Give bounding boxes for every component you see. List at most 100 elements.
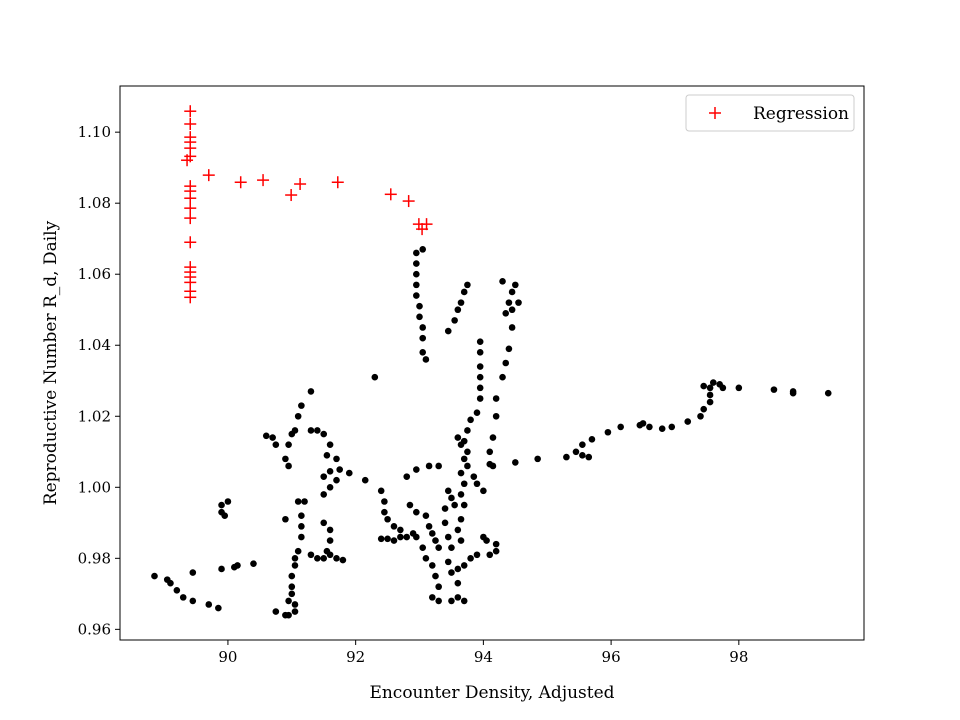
- data-point: [397, 526, 404, 534]
- data-point: [272, 441, 280, 448]
- data-point: [492, 412, 500, 420]
- data-point: [457, 515, 465, 523]
- y-tick-label: 1.02: [78, 407, 111, 425]
- data-point: [508, 288, 516, 296]
- data-point: [460, 597, 468, 605]
- data-point: [617, 423, 624, 431]
- data-point: [454, 594, 462, 601]
- data-point: [167, 579, 174, 587]
- data-point: [476, 338, 484, 345]
- data-point: [639, 420, 647, 427]
- data-point: [460, 480, 468, 488]
- data-point: [422, 512, 430, 520]
- data-point: [502, 359, 510, 367]
- data-point: [179, 594, 187, 601]
- data-point: [326, 483, 334, 491]
- data-point: [320, 555, 328, 562]
- data-point: [460, 455, 468, 463]
- data-point: [413, 508, 420, 516]
- data-point: [435, 583, 442, 591]
- data-point: [448, 494, 455, 502]
- data-point: [416, 313, 423, 321]
- data-point: [291, 608, 299, 615]
- data-point: [298, 512, 305, 520]
- data-point: [451, 317, 458, 324]
- data-point: [285, 611, 292, 619]
- data-point: [333, 555, 340, 562]
- data-point: [288, 583, 296, 591]
- data-point: [486, 448, 494, 456]
- data-point: [684, 418, 692, 425]
- data-point: [326, 441, 334, 448]
- data-point: [770, 386, 778, 393]
- data-point: [499, 278, 506, 285]
- data-point: [483, 537, 490, 544]
- data-point: [448, 544, 455, 551]
- x-tick-label: 98: [729, 648, 748, 666]
- data-point: [451, 501, 458, 509]
- data-point: [381, 508, 388, 516]
- data-point: [444, 533, 452, 541]
- y-axis: 0.96 0.98 1.00 1.02 1.04 1.06 1.08 1.10: [78, 123, 120, 638]
- data-point: [384, 515, 391, 523]
- data-point: [262, 432, 270, 440]
- data-point: [706, 391, 714, 399]
- data-point: [215, 604, 222, 612]
- data-point: [489, 434, 497, 441]
- y-tick-label: 0.96: [78, 620, 111, 638]
- data-point: [326, 526, 334, 534]
- regression-point: [181, 154, 194, 167]
- x-tick-label: 96: [602, 648, 621, 666]
- regression-point: [234, 176, 247, 189]
- data-point: [285, 441, 292, 448]
- data-point: [294, 412, 302, 420]
- legend: Regression: [685, 94, 855, 132]
- data-point: [457, 469, 465, 477]
- data-point: [454, 434, 462, 441]
- data-point: [294, 498, 302, 505]
- data-point: [508, 324, 516, 331]
- data-point: [189, 597, 197, 605]
- data-point: [272, 608, 280, 615]
- data-point: [604, 428, 612, 436]
- x-axis-label: Encounter Density, Adjusted: [369, 683, 614, 703]
- data-point: [425, 523, 433, 530]
- data-point: [476, 349, 484, 356]
- data-point: [291, 601, 299, 608]
- data-point: [467, 416, 474, 424]
- y-tick-label: 1.06: [78, 265, 111, 283]
- data-point: [470, 473, 478, 480]
- data-point: [301, 498, 308, 505]
- data-point: [298, 402, 305, 409]
- data-point: [413, 466, 420, 473]
- data-point: [441, 505, 449, 512]
- data-point: [413, 281, 420, 289]
- data-point: [457, 491, 465, 498]
- data-point: [413, 249, 420, 257]
- data-point: [448, 569, 455, 576]
- regression-point: [416, 223, 429, 236]
- data-point: [428, 594, 436, 601]
- data-point: [460, 288, 468, 296]
- data-point: [444, 327, 452, 335]
- y-tick-label: 1.08: [78, 194, 111, 212]
- data-point: [476, 384, 484, 392]
- data-point: [476, 395, 484, 402]
- data-point: [413, 270, 420, 278]
- data-point: [585, 453, 593, 461]
- data-point: [390, 537, 398, 544]
- data-point: [432, 572, 439, 580]
- data-point: [282, 455, 289, 463]
- data-point: [534, 455, 541, 463]
- regression-point: [331, 176, 344, 189]
- data-point: [425, 462, 433, 470]
- data-point: [464, 427, 471, 434]
- x-tick-label: 94: [474, 648, 493, 666]
- data-point: [323, 452, 331, 459]
- data-point: [413, 260, 420, 267]
- regression-point: [184, 117, 197, 130]
- data-point: [390, 523, 398, 530]
- data-point: [579, 441, 586, 448]
- data-point: [288, 572, 296, 580]
- regression-point: [184, 236, 197, 249]
